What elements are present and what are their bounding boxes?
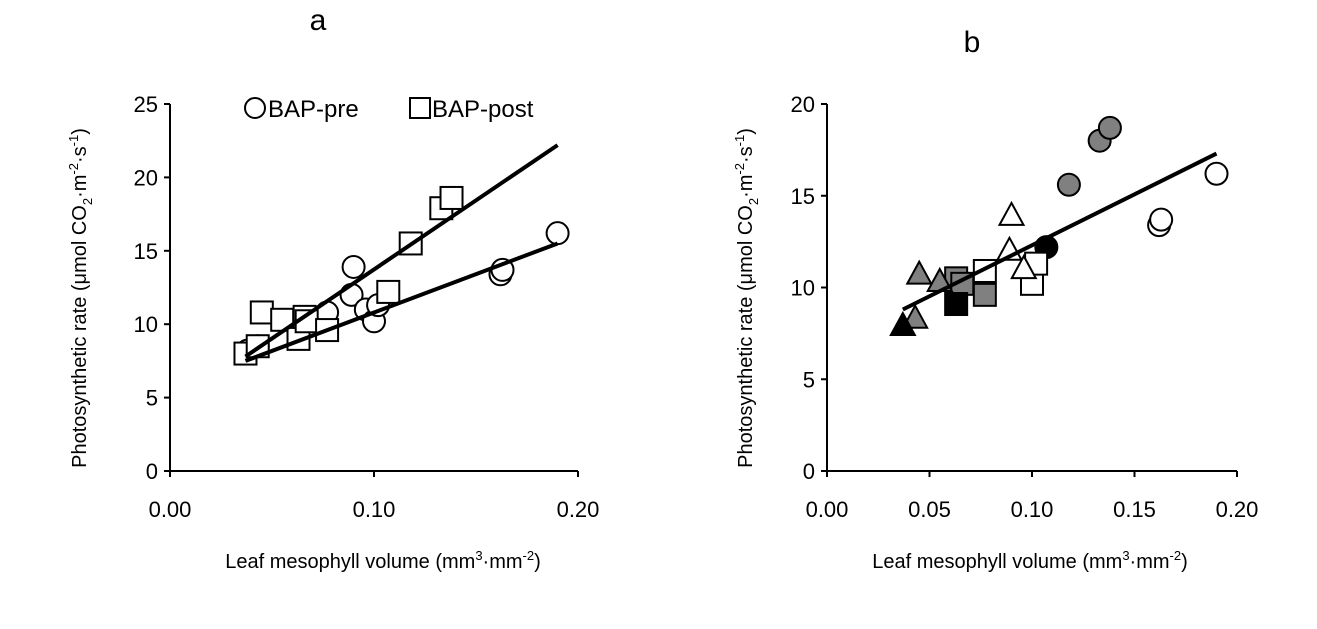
x-axis-title-a: Leaf mesophyll volume (mm3·mm-2) (225, 548, 541, 573)
y-tick-label: 20 (134, 165, 158, 190)
y-tick-label: 20 (791, 92, 815, 117)
panel-a: a 0 5 10 15 20 25 0.00 0.10 0.20 BAP-pre BAP-pos… (66, 4, 599, 573)
data-point-triangle-gray (905, 259, 933, 285)
legend-label-bap-pre: BAP-pre (268, 96, 359, 123)
x-tick-label: 0.10 (353, 497, 396, 522)
x-tick-label: 0.00 (806, 497, 849, 522)
data-point-circle-white (1149, 207, 1174, 232)
data-point-triangle-gray (901, 303, 929, 329)
data-point-bap-pre (341, 254, 366, 279)
data-point-bap-post (249, 300, 274, 325)
y-axis-title-a: Photosynthetic rate (μmol CO2·m-2·s-1) (66, 128, 95, 468)
data-point-circle-gray (1056, 172, 1081, 197)
fit-line (901, 151, 1218, 312)
panel-a-label: a (310, 4, 327, 37)
data-point-square-black (944, 292, 969, 317)
y-tick-label: 15 (791, 184, 815, 209)
legend-label-bap-post: BAP-post (432, 96, 534, 123)
y-tick-label: 15 (134, 239, 158, 264)
y-tick-label: 5 (803, 367, 815, 392)
data-point-bap-post (439, 185, 464, 210)
data-point-triangle-black (889, 310, 917, 337)
legend-a: BAP-pre BAP-post (244, 96, 534, 123)
data-point-circle-white (1204, 161, 1229, 186)
x-tick-label: 0.10 (1011, 497, 1054, 522)
data-point-bap-pre (545, 221, 570, 246)
data-point-triangle-white (1010, 254, 1038, 280)
x-tick-label: 0.05 (908, 497, 951, 522)
data-point-square-gray (972, 282, 997, 307)
x-tick-label: 0.00 (149, 497, 192, 522)
y-tick-label: 5 (146, 386, 158, 411)
x-tick-label: 0.20 (1216, 497, 1259, 522)
data-point-circle-gray (1097, 115, 1122, 140)
legend-circle-marker (244, 97, 266, 119)
y-tick-label: 0 (146, 459, 158, 484)
plot-area-b: 0 5 10 15 20 0.00 0.05 0.10 0.15 0.20 (791, 92, 1259, 522)
y-tick-label: 10 (134, 312, 158, 337)
data-point-triangle-white (997, 200, 1026, 226)
panel-b-label: b (964, 26, 981, 59)
fit-line-bap-pre (244, 241, 559, 363)
y-tick-label: 0 (803, 459, 815, 484)
data-point-bap-post (376, 279, 401, 304)
legend-square-marker (409, 97, 431, 119)
fit-line-bap-post (244, 143, 559, 359)
y-tick-label: 25 (134, 92, 158, 117)
x-tick-label: 0.20 (557, 497, 600, 522)
x-axis-title-b: Leaf mesophyll volume (mm3·mm-2) (872, 548, 1188, 573)
panel-b: b 0 5 10 15 20 0.00 0.05 0.10 0.15 0.20 Leaf meso… (732, 26, 1258, 573)
plot-area-a: 0 5 10 15 20 25 0.00 0.10 0.20 (134, 92, 600, 522)
y-axis-title-b: Photosynthetic rate (μmol CO2·m-2·s-1) (732, 128, 761, 468)
y-tick-label: 10 (791, 276, 815, 301)
x-tick-label: 0.15 (1113, 497, 1156, 522)
